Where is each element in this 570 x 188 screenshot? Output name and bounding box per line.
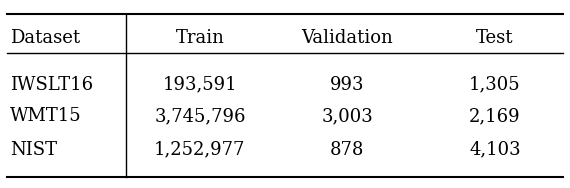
Text: 993: 993: [330, 76, 365, 94]
Text: Dataset: Dataset: [10, 30, 80, 47]
Text: 878: 878: [330, 141, 365, 158]
Text: WMT15: WMT15: [10, 107, 82, 125]
Text: 2,169: 2,169: [469, 107, 520, 125]
Text: IWSLT16: IWSLT16: [10, 76, 93, 94]
Text: 3,003: 3,003: [321, 107, 373, 125]
Text: Train: Train: [176, 30, 225, 47]
Text: 1,252,977: 1,252,977: [154, 141, 246, 158]
Text: 1,305: 1,305: [469, 76, 520, 94]
Text: 3,745,796: 3,745,796: [154, 107, 246, 125]
Text: NIST: NIST: [10, 141, 57, 158]
Text: 193,591: 193,591: [162, 76, 237, 94]
Text: Validation: Validation: [302, 30, 393, 47]
Text: Test: Test: [476, 30, 514, 47]
Text: 4,103: 4,103: [469, 141, 520, 158]
